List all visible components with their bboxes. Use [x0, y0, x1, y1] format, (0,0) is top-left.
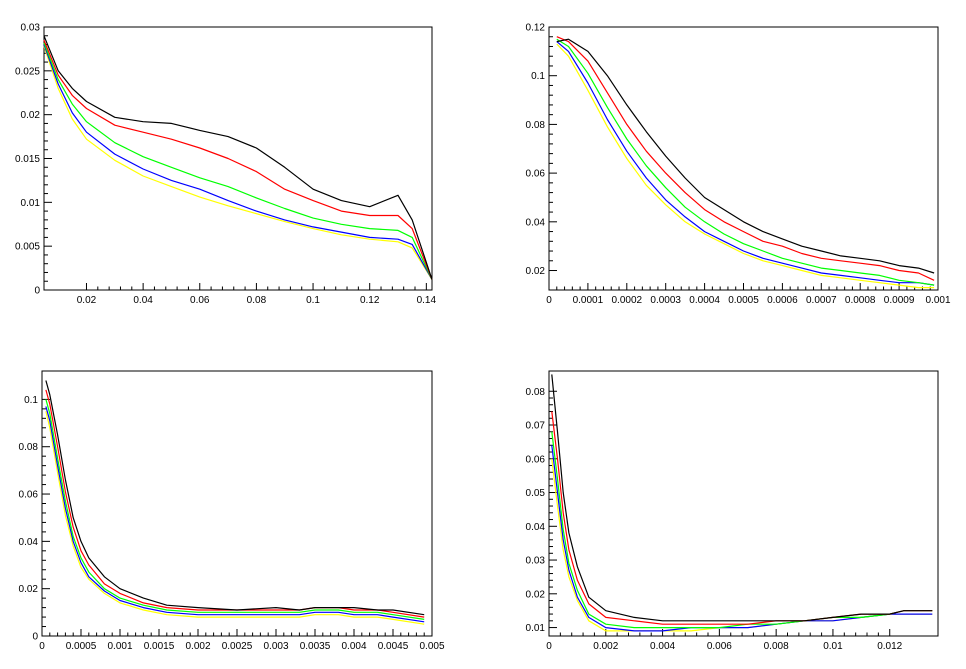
y-tick-label: 0.08	[19, 442, 39, 453]
series-line-green	[556, 38, 935, 286]
x-tick-label: 0.012	[877, 641, 902, 652]
y-tick-label: 0.1	[24, 395, 38, 406]
x-tick-label: 0.0035	[300, 641, 331, 652]
x-tick-label: 0.0003	[650, 295, 681, 306]
series-line-red	[43, 39, 433, 280]
series-line-green	[43, 42, 433, 280]
chart-panel-top-right: 0 0.0001 0.0002 0.0003 0.0004 0.0005 0.0006 0.0…	[526, 23, 951, 307]
y-tick-label: 0.1	[531, 71, 545, 82]
y-tick-label: 0.08	[526, 387, 546, 398]
x-tick-label: 0.0008	[845, 295, 876, 306]
series-line-red	[556, 36, 935, 281]
x-tick-label: 0.0006	[767, 295, 798, 306]
series-line-black	[45, 380, 425, 616]
x-tick-label: 0.0002	[612, 295, 643, 306]
y-tick-label: 0.02	[526, 266, 546, 277]
x-tick-label: 0.0009	[884, 295, 915, 306]
x-tick-label: 0.001	[107, 641, 132, 652]
x-tick-label: 0.004	[341, 641, 366, 652]
plot-frame	[41, 370, 433, 637]
y-tick-label: 0.01	[526, 623, 546, 634]
x-tick-label: 0.06	[190, 295, 210, 306]
y-tick-label: 0.03	[21, 23, 41, 34]
series-line-yellow	[556, 43, 935, 289]
x-tick-label: 0.004	[650, 641, 675, 652]
x-tick-label: 0.008	[764, 641, 789, 652]
y-tick-label: 0.03	[526, 556, 546, 567]
x-tick-label: 0.001	[925, 295, 950, 306]
x-tick-label: 0	[39, 641, 45, 652]
x-tick-label: 0.12	[360, 295, 380, 306]
y-tick-label: 0.025	[15, 66, 40, 77]
x-tick-label: 0.0004	[689, 295, 720, 306]
x-tick-label: 0.08	[247, 295, 267, 306]
series-line-yellow	[43, 46, 433, 280]
series-line-red	[45, 389, 425, 618]
y-tick-label: 0.005	[15, 242, 40, 253]
x-tick-label: 0.04	[133, 295, 153, 306]
y-tick-label: 0.05	[526, 488, 546, 499]
series-line-black	[43, 35, 433, 280]
plot-frame	[548, 26, 939, 291]
y-tick-label: 0.06	[526, 169, 546, 180]
y-tick-label: 0.06	[19, 490, 39, 501]
x-tick-label: 0	[546, 641, 552, 652]
chart-panel-top-left: 0.02 0.04 0.06 0.08 0.1 0.12 0.14 0 0.005 0.01 0.0…	[15, 23, 437, 307]
x-tick-label: 0.006	[707, 641, 732, 652]
x-tick-label: 0.002	[185, 641, 210, 652]
y-tick-label: 0.02	[526, 589, 546, 600]
x-tick-label: 0.02	[77, 295, 97, 306]
x-tick-label: 0.0025	[222, 641, 253, 652]
x-tick-label: 0.005	[419, 641, 444, 652]
x-tick-label: 0.0001	[573, 295, 604, 306]
series-line-yellow	[45, 411, 425, 625]
plot-frame	[43, 26, 433, 291]
x-tick-label: 0.0007	[806, 295, 837, 306]
series-line-black	[551, 374, 933, 622]
y-tick-label: 0.12	[526, 23, 546, 34]
x-tick-label: 0.14	[417, 295, 437, 306]
series-line-green	[45, 399, 425, 620]
y-tick-label: 0.07	[526, 421, 546, 432]
y-tick-label: 0	[32, 632, 38, 643]
y-tick-label: 0.08	[526, 120, 546, 131]
x-tick-label: 0.0005	[66, 641, 97, 652]
series-line-blue	[556, 41, 935, 286]
series-line-blue	[43, 44, 433, 280]
y-tick-label: 0.02	[21, 110, 41, 121]
y-tick-label: 0.04	[526, 522, 546, 533]
y-tick-label: 0	[34, 286, 40, 297]
x-tick-label: 0	[546, 295, 552, 306]
x-tick-label: 0.1	[306, 295, 320, 306]
y-tick-label: 0.04	[526, 217, 546, 228]
plot-frame	[548, 370, 939, 637]
chart-panel-bottom-left: 0 0.0005 0.001 0.0015 0.002 0.0025 0.003 0.0035…	[19, 370, 445, 652]
y-tick-label: 0.01	[21, 198, 41, 209]
x-tick-label: 0.002	[593, 641, 618, 652]
x-tick-label: 0.0015	[144, 641, 175, 652]
y-tick-label: 0.015	[15, 154, 40, 165]
series-line-blue	[45, 406, 425, 623]
x-tick-label: 0.01	[823, 641, 843, 652]
x-tick-label: 0.003	[263, 641, 288, 652]
y-tick-label: 0.02	[19, 584, 39, 595]
y-tick-label: 0.04	[19, 537, 39, 548]
y-tick-label: 0.06	[526, 454, 546, 465]
x-tick-label: 0.0005	[728, 295, 759, 306]
series-line-black	[556, 38, 935, 274]
x-tick-label: 0.0045	[378, 641, 409, 652]
chart-panel-bottom-right: 0 0.002 0.004 0.006 0.008 0.01 0.012 0.01 0.02 0.…	[526, 370, 939, 652]
